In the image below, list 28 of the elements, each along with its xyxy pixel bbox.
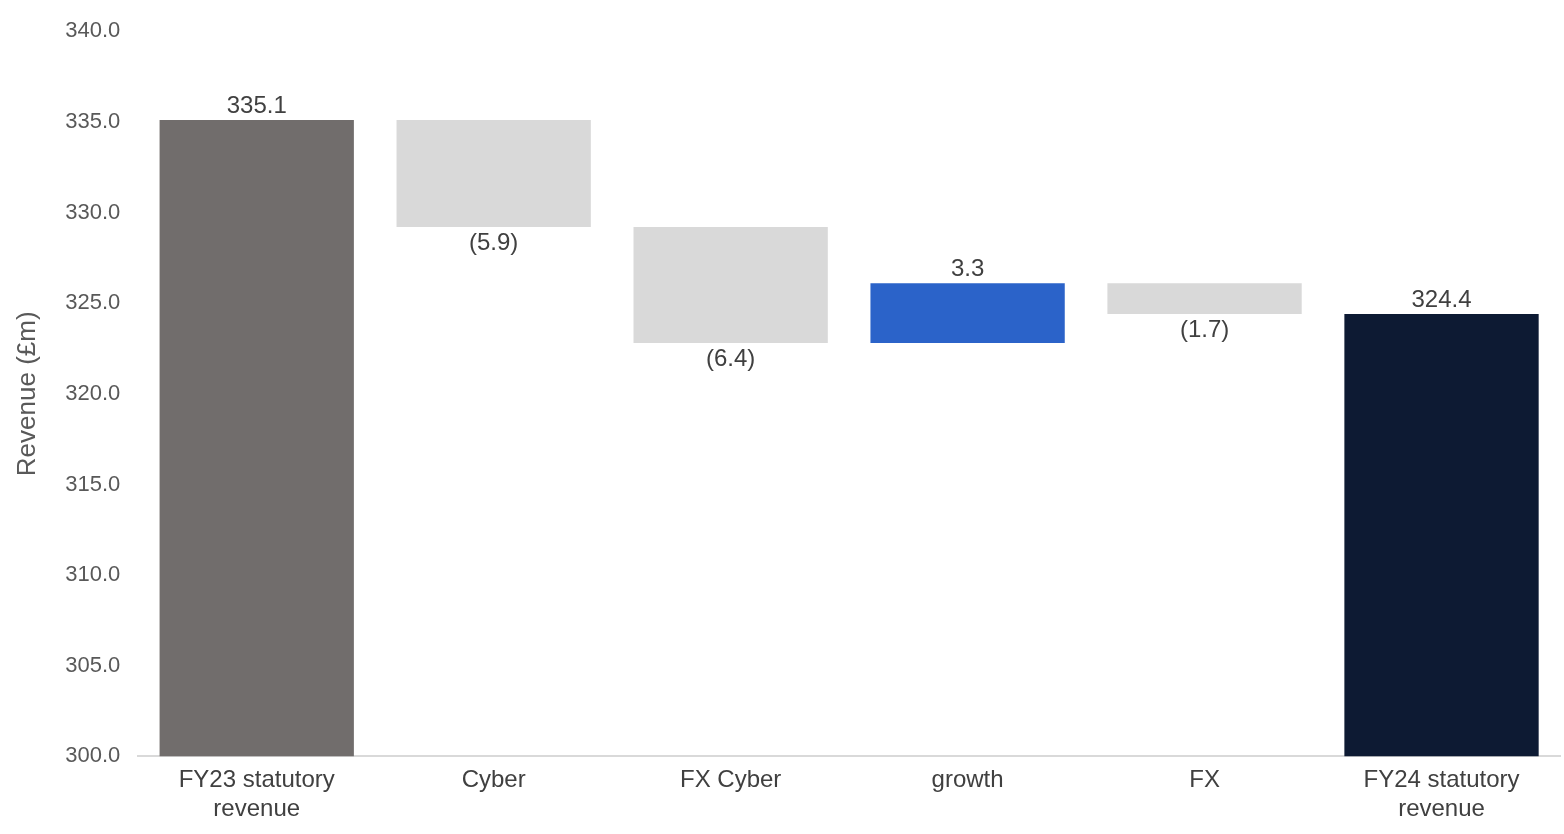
bar bbox=[1344, 314, 1539, 757]
y-axis-title: Revenue (£m) bbox=[10, 311, 41, 477]
x-tick-label: FX Cyber bbox=[679, 765, 782, 793]
bar bbox=[396, 120, 591, 227]
y-tick-label: 340.0 bbox=[65, 17, 121, 43]
data-label: 324.4 bbox=[1411, 284, 1472, 312]
data-label: 335.1 bbox=[226, 90, 287, 118]
y-tick-label: 305.0 bbox=[65, 651, 121, 677]
y-tick-label: 320.0 bbox=[65, 379, 121, 405]
bar bbox=[633, 227, 828, 344]
y-tick-label: 300.0 bbox=[65, 742, 121, 768]
y-tick-label: 315.0 bbox=[65, 470, 121, 496]
x-tick-label: Cyber bbox=[461, 765, 526, 793]
data-label: (1.7) bbox=[1179, 314, 1230, 342]
bar bbox=[870, 283, 1065, 344]
x-tick-label: FY24 statutory revenue bbox=[1363, 765, 1520, 822]
x-tick-label: FY23 statutory revenue bbox=[178, 765, 335, 822]
bar bbox=[159, 120, 354, 757]
y-tick-label: 330.0 bbox=[65, 198, 121, 224]
data-label: 3.3 bbox=[950, 253, 985, 281]
data-label: (5.9) bbox=[469, 227, 519, 255]
y-tick-label: 310.0 bbox=[65, 561, 121, 587]
x-tick-label: FX bbox=[1189, 765, 1220, 793]
bar bbox=[1107, 283, 1302, 315]
y-tick-label: 325.0 bbox=[65, 289, 121, 315]
data-label: (6.4) bbox=[705, 343, 756, 371]
x-tick-label: growth bbox=[931, 765, 1004, 793]
y-tick-label: 335.0 bbox=[65, 107, 121, 133]
